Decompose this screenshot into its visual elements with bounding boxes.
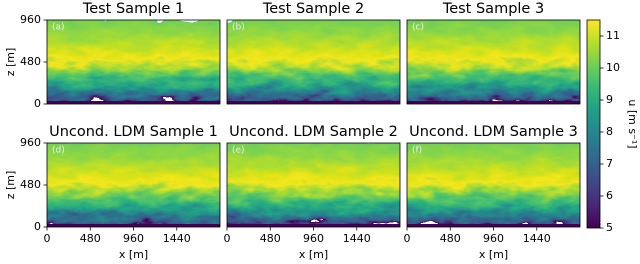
colorbar-tick-label: 8 xyxy=(606,125,613,138)
panel-label: (e) xyxy=(232,146,245,156)
x-tick-label: 1440 xyxy=(163,232,191,245)
field-image xyxy=(47,20,220,104)
panel-frame xyxy=(226,19,401,105)
panel-label: (a) xyxy=(52,23,65,33)
field-floor xyxy=(227,101,400,104)
x-tick-label: 960 xyxy=(123,232,144,245)
colorbar-tick-label: 9 xyxy=(606,93,613,106)
colorbar-tick-label: 7 xyxy=(606,157,613,170)
colorbar-tick-label: 11 xyxy=(606,29,620,42)
colorbar-tick-label: 5 xyxy=(606,221,613,234)
colorbar-tick-label: 6 xyxy=(606,189,613,202)
x-tick-label: 1440 xyxy=(523,232,551,245)
heatmap-panel xyxy=(227,20,400,104)
field-image xyxy=(47,143,220,227)
x-tick-label: 0 xyxy=(404,232,411,245)
y-axis-label: z [m] xyxy=(4,171,17,200)
field-floor xyxy=(407,101,580,104)
field-image xyxy=(407,143,580,227)
field-floor xyxy=(47,101,220,104)
heatmap-panel xyxy=(227,143,400,227)
x-tick-label: 0 xyxy=(44,232,51,245)
x-tick-label: 480 xyxy=(440,232,461,245)
y-tick-label: 0 xyxy=(34,220,41,233)
y-tick-label: 960 xyxy=(20,13,41,26)
panel-label: (d) xyxy=(52,146,65,156)
field-floor xyxy=(407,224,580,227)
colorbar-label: u [m s⁻¹] xyxy=(626,99,639,148)
x-tick-label: 960 xyxy=(303,232,324,245)
x-tick-label: 0 xyxy=(224,232,231,245)
colorbar xyxy=(586,19,601,229)
panel-title: Test Sample 1 xyxy=(82,1,184,17)
heatmap-panel xyxy=(407,143,580,227)
x-axis-label: x [m] xyxy=(119,248,148,261)
heatmap-panel xyxy=(47,20,220,104)
heatmap-panel xyxy=(407,20,580,104)
panel-title: Uncond. LDM Sample 1 xyxy=(49,124,218,140)
x-axis-label: x [m] xyxy=(479,248,508,261)
y-tick-label: 960 xyxy=(20,136,41,149)
panel-title: Uncond. LDM Sample 2 xyxy=(229,124,398,140)
y-tick-label: 480 xyxy=(20,55,41,68)
x-tick-label: 960 xyxy=(483,232,504,245)
panel-label: (b) xyxy=(232,23,245,33)
y-axis-label: z [m] xyxy=(4,48,17,77)
panel-title: Test Sample 3 xyxy=(442,1,544,17)
field-floor xyxy=(227,224,400,227)
x-tick-label: 480 xyxy=(80,232,101,245)
y-tick-label: 0 xyxy=(34,97,41,110)
field-image xyxy=(227,20,400,104)
field-image xyxy=(227,143,400,227)
field-floor xyxy=(47,224,220,227)
colorbar-tick-label: 10 xyxy=(606,61,620,74)
x-tick-label: 480 xyxy=(260,232,281,245)
field-image xyxy=(407,20,580,104)
panel-title: Uncond. LDM Sample 3 xyxy=(409,124,578,140)
y-tick-label: 480 xyxy=(20,178,41,191)
panel-frame xyxy=(406,19,581,105)
panel-label: (f) xyxy=(412,146,422,156)
panel-title: Test Sample 2 xyxy=(262,1,364,17)
heatmap-panel xyxy=(47,143,220,227)
panel-label: (c) xyxy=(412,23,424,33)
x-tick-label: 1440 xyxy=(343,232,371,245)
x-axis-label: x [m] xyxy=(299,248,328,261)
